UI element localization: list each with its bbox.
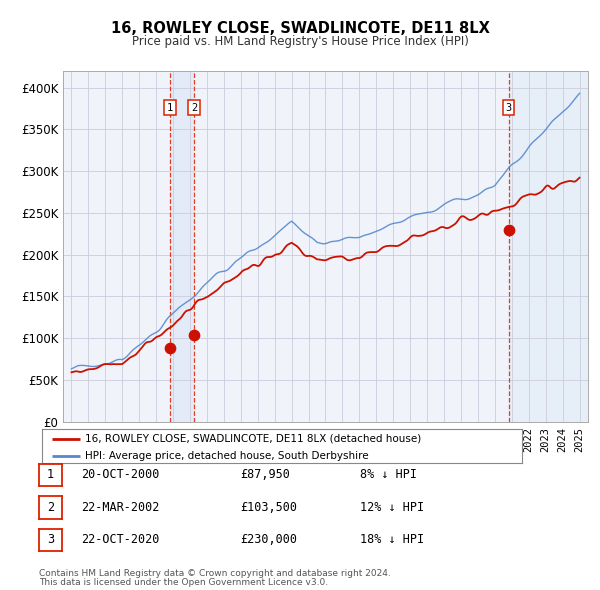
Text: 22-OCT-2020: 22-OCT-2020	[81, 533, 160, 546]
Text: 2: 2	[47, 501, 54, 514]
Text: This data is licensed under the Open Government Licence v3.0.: This data is licensed under the Open Gov…	[39, 578, 328, 588]
Text: 1: 1	[167, 103, 173, 113]
Text: 12% ↓ HPI: 12% ↓ HPI	[360, 501, 424, 514]
Text: 2: 2	[191, 103, 197, 113]
Text: 20-OCT-2000: 20-OCT-2000	[81, 468, 160, 481]
Text: HPI: Average price, detached house, South Derbyshire: HPI: Average price, detached house, Sout…	[85, 451, 369, 461]
Text: 3: 3	[505, 103, 512, 113]
Text: £103,500: £103,500	[240, 501, 297, 514]
Text: £230,000: £230,000	[240, 533, 297, 546]
Text: 16, ROWLEY CLOSE, SWADLINCOTE, DE11 8LX: 16, ROWLEY CLOSE, SWADLINCOTE, DE11 8LX	[110, 21, 490, 36]
Text: 16, ROWLEY CLOSE, SWADLINCOTE, DE11 8LX (detached house): 16, ROWLEY CLOSE, SWADLINCOTE, DE11 8LX …	[85, 434, 421, 444]
Point	[504, 225, 514, 234]
Text: 8% ↓ HPI: 8% ↓ HPI	[360, 468, 417, 481]
Text: Contains HM Land Registry data © Crown copyright and database right 2024.: Contains HM Land Registry data © Crown c…	[39, 569, 391, 578]
Text: 22-MAR-2002: 22-MAR-2002	[81, 501, 160, 514]
Text: 18% ↓ HPI: 18% ↓ HPI	[360, 533, 424, 546]
Bar	[509, 71, 588, 422]
Bar	[170, 71, 194, 422]
Text: 1: 1	[47, 468, 54, 481]
Text: £87,950: £87,950	[240, 468, 290, 481]
Text: 3: 3	[47, 533, 54, 546]
Text: Price paid vs. HM Land Registry's House Price Index (HPI): Price paid vs. HM Land Registry's House …	[131, 35, 469, 48]
Point	[189, 330, 199, 340]
Point	[165, 343, 175, 353]
